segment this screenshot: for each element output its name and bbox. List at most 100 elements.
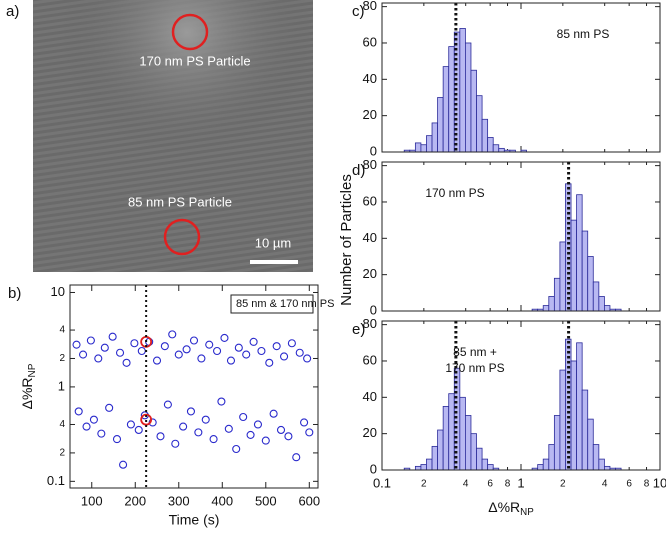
- x-axis-label: Time (s): [169, 512, 220, 528]
- data-point: [174, 350, 183, 359]
- data-point: [189, 336, 199, 345]
- x-tick-label: 300: [168, 493, 190, 508]
- panel-label: e): [352, 321, 365, 338]
- data-point: [168, 330, 177, 339]
- y-axis-label-main: Δ%R: [19, 377, 35, 409]
- data-point: [197, 354, 206, 363]
- y-tick-label: 20: [363, 425, 377, 440]
- panel-label: b): [8, 285, 21, 302]
- highlight-point: [140, 413, 153, 426]
- bar: [542, 305, 550, 312]
- bar: [537, 464, 544, 471]
- bar: [470, 433, 477, 471]
- data-point: [163, 400, 172, 409]
- data-point: [160, 342, 169, 351]
- y-tick-label: 0: [370, 302, 377, 317]
- data-point: [72, 340, 81, 349]
- y-tick-label: 80: [363, 316, 377, 331]
- bar: [459, 396, 466, 471]
- bar: [420, 464, 427, 471]
- bar: [559, 241, 566, 312]
- x-tick-label: 400: [211, 493, 233, 508]
- data-point: [300, 418, 309, 427]
- data-point: [86, 336, 95, 345]
- bar: [487, 137, 494, 153]
- data-point: [186, 407, 196, 416]
- x-tick-label: 200: [124, 493, 146, 508]
- data-point: [249, 337, 258, 346]
- bar: [437, 97, 444, 153]
- highlight-circle: [163, 218, 201, 256]
- data-point: [182, 345, 191, 354]
- axis-label-sub: NP: [520, 507, 534, 518]
- data-point: [242, 350, 251, 359]
- y-tick-label: 60: [363, 34, 377, 49]
- bar: [442, 406, 450, 471]
- bar: [581, 230, 589, 312]
- data-point: [272, 342, 281, 351]
- y-tick-label: 2: [59, 448, 65, 459]
- y-tick-label: 60: [363, 352, 377, 367]
- bar: [448, 393, 455, 471]
- bar: [553, 277, 561, 312]
- data-point: [194, 428, 203, 437]
- bar: [581, 389, 589, 471]
- bar: [553, 415, 561, 471]
- plot-frame: [381, 161, 661, 312]
- data-point: [79, 350, 88, 359]
- y-tick-label: 1: [58, 378, 65, 393]
- panel-label: a): [6, 3, 19, 20]
- annotation: 170 nm PS: [445, 361, 504, 375]
- annotation-box: [230, 294, 314, 314]
- bar: [598, 458, 605, 471]
- bar: [420, 144, 427, 153]
- data-point: [205, 340, 214, 349]
- x-tick-label: 0.1: [373, 475, 391, 490]
- annotation: 85 nm & 170 nm PS: [236, 298, 334, 310]
- particle-label: 170 nm PS Particle: [139, 53, 250, 68]
- bar: [565, 338, 572, 471]
- scale-label: 10 µm: [255, 235, 291, 250]
- data-point: [295, 348, 304, 357]
- plot-frame: [381, 2, 661, 153]
- x-tick-label: 8: [644, 479, 650, 490]
- x-tick-label: 10: [653, 475, 666, 490]
- bar: [542, 458, 550, 471]
- y-tick-label: 0.1: [47, 473, 65, 488]
- y-tick-label: 4: [59, 325, 65, 336]
- x-tick-label: 4: [602, 479, 608, 490]
- bar: [492, 144, 500, 153]
- bar: [592, 281, 600, 312]
- x-tick-label: 600: [298, 493, 320, 508]
- y-axis-label: Δ%RNP: [19, 363, 38, 409]
- data-point: [119, 460, 128, 469]
- bar: [459, 28, 466, 153]
- data-point: [305, 428, 314, 437]
- y-tick-label: 0: [370, 461, 377, 476]
- y-tick-label: 10: [51, 284, 65, 299]
- data-point: [303, 354, 312, 363]
- data-point: [269, 409, 278, 418]
- bar: [487, 464, 494, 471]
- data-point: [89, 415, 98, 424]
- bar: [576, 194, 583, 312]
- plot-frame: [381, 320, 661, 471]
- x-tick-label: 6: [626, 479, 632, 490]
- bar: [576, 342, 583, 471]
- bar: [603, 305, 611, 312]
- data-point: [292, 453, 301, 462]
- annotation: 170 nm PS: [425, 186, 484, 200]
- data-point: [217, 397, 226, 406]
- bar: [587, 256, 594, 312]
- data-point: [82, 422, 91, 431]
- y-tick-label: 40: [363, 389, 377, 404]
- data-point: [94, 354, 103, 363]
- bar: [548, 444, 555, 471]
- bar: [481, 118, 489, 153]
- x-tick-label: 1: [517, 475, 524, 490]
- bar: [548, 296, 555, 312]
- bar: [464, 42, 472, 153]
- data-point: [234, 343, 243, 352]
- bar: [426, 458, 433, 471]
